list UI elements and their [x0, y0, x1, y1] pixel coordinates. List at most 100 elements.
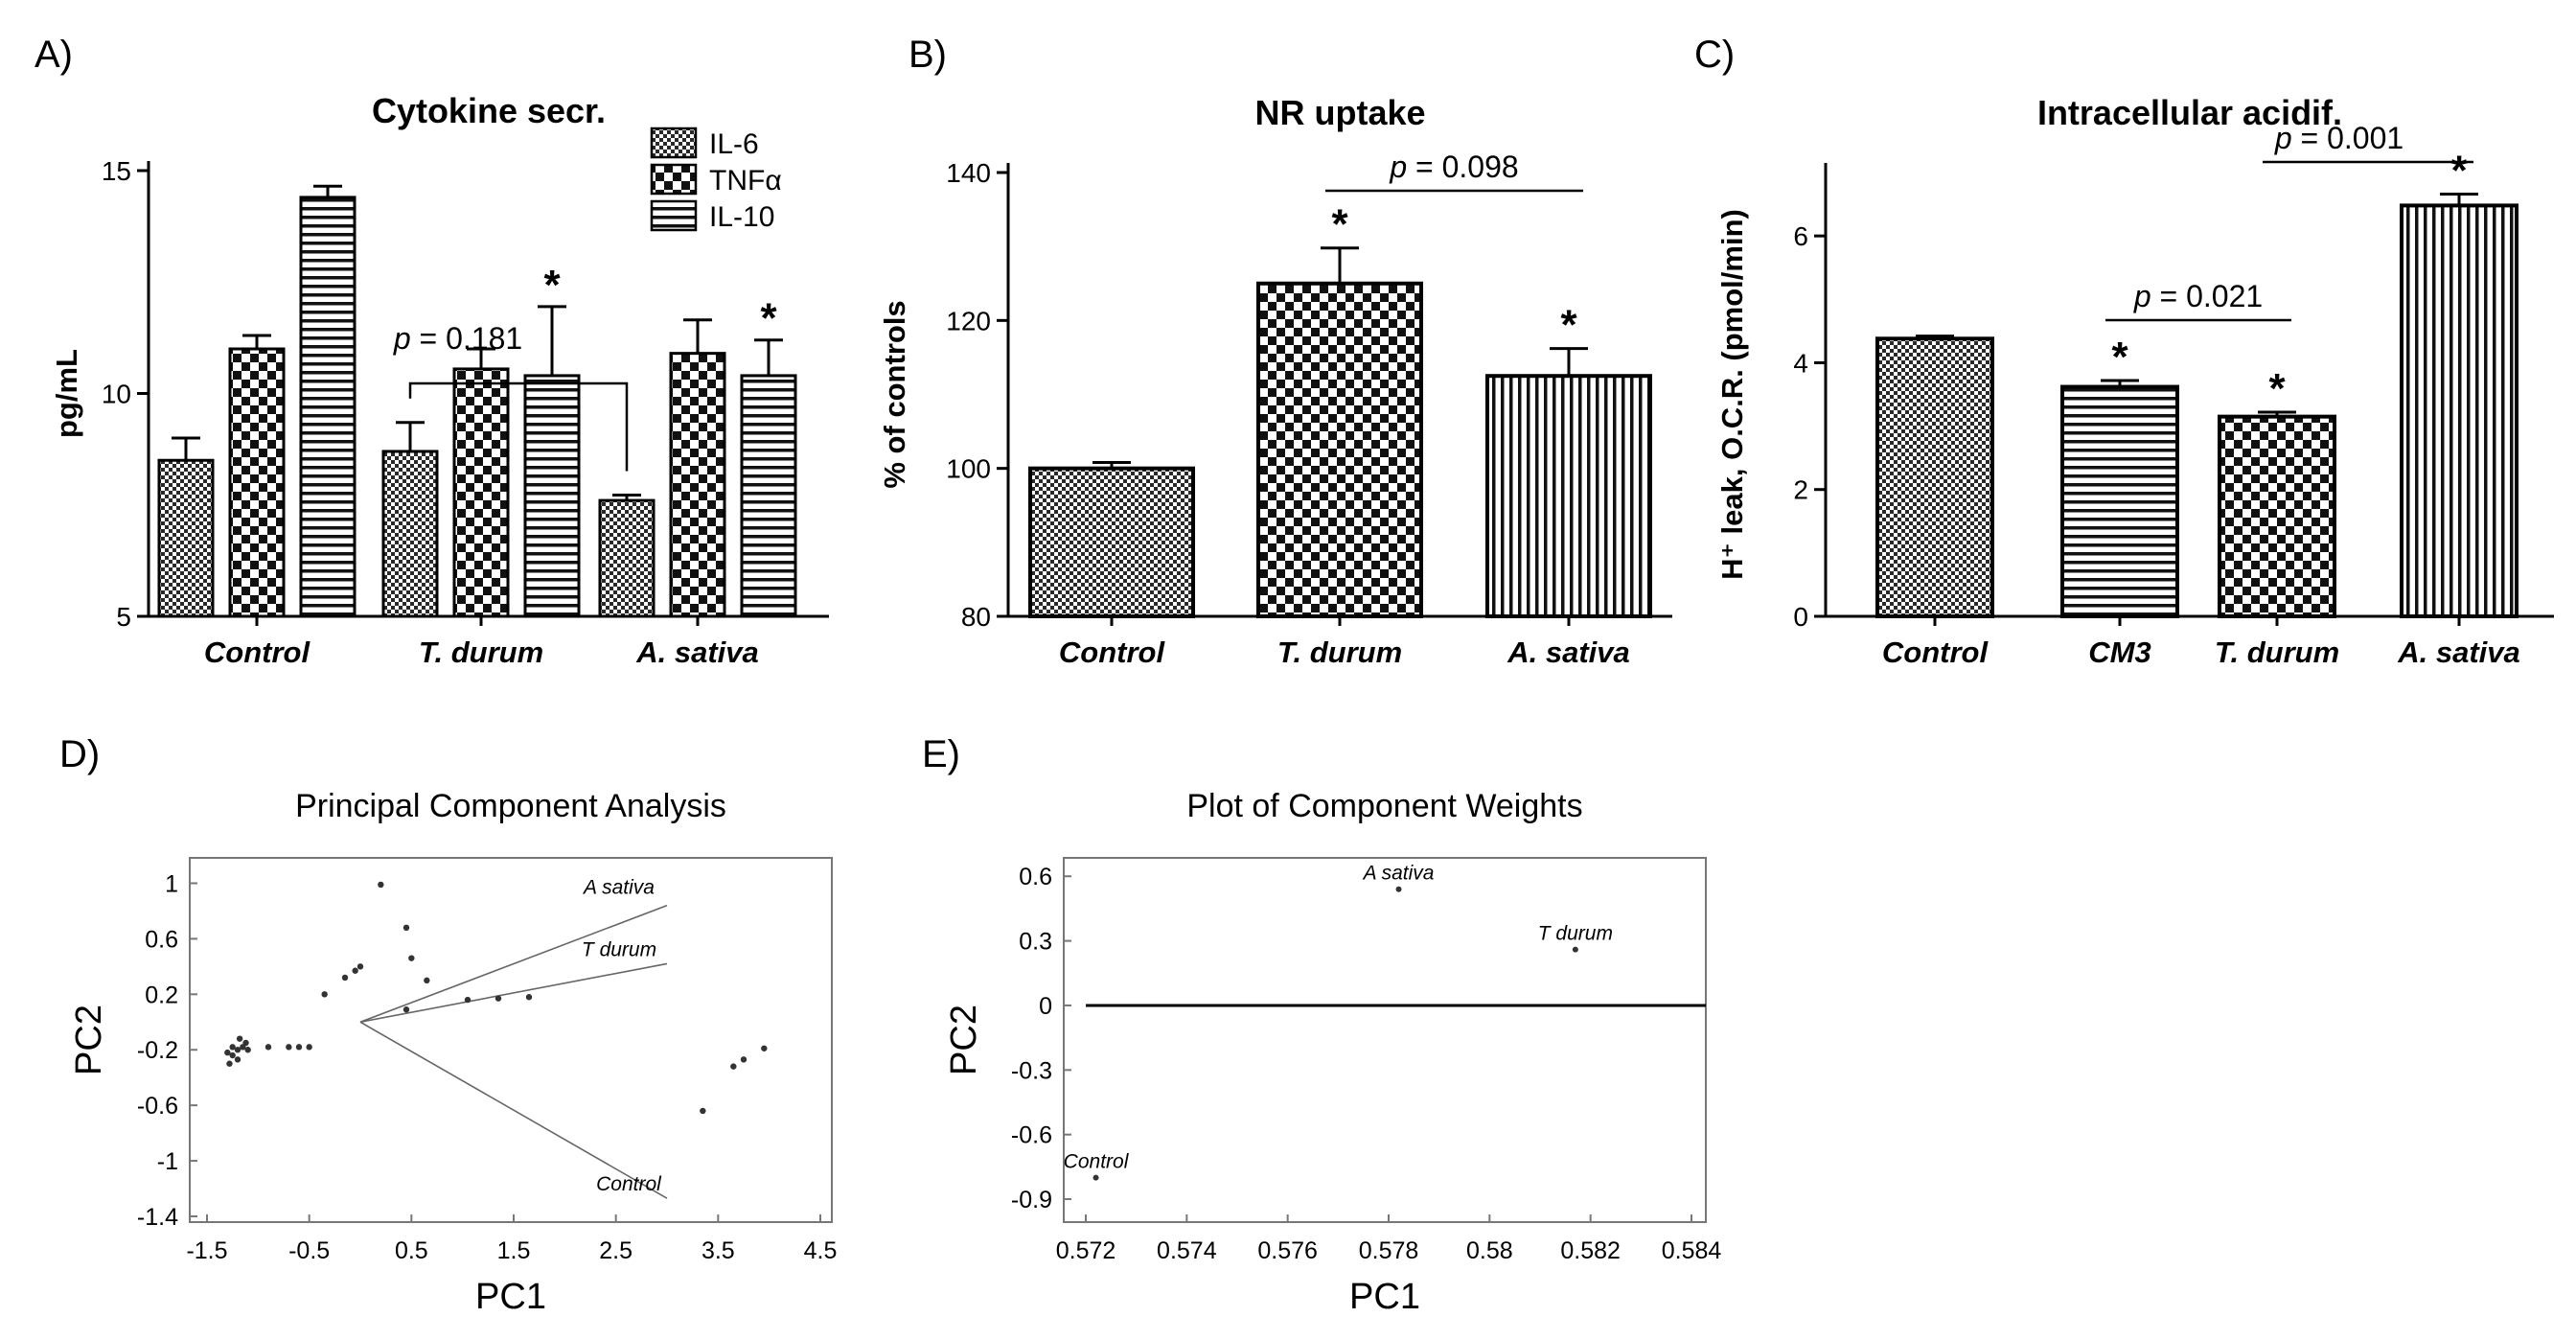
panel-label-d: D)	[59, 733, 100, 775]
x-tick-label: 0.576	[1257, 1237, 1318, 1264]
data-point	[730, 1063, 737, 1070]
significance-star: *	[2111, 334, 2128, 381]
bar	[381, 450, 439, 618]
panel-label-a: A)	[34, 34, 73, 76]
legend-swatch	[650, 199, 698, 232]
x-tick-label: 0.5	[395, 1237, 428, 1264]
data-point	[1092, 1174, 1099, 1181]
bar	[157, 458, 215, 618]
data-point	[234, 1056, 242, 1063]
x-category-label: T. durum	[419, 635, 543, 669]
chart-intracellular-acidification: 0 2 4 6 Intracellular acidif. H⁺ leak, O.C.R.…	[1715, 93, 2554, 669]
vector-label: A sativa	[582, 877, 655, 899]
y-tick-label: 5	[116, 602, 131, 632]
significance-star: *	[2268, 365, 2286, 412]
p-value-label: p = 0.181	[393, 321, 522, 356]
y-axis-label: PC2	[944, 1005, 984, 1075]
y-tick-label: 0	[1039, 993, 1052, 1020]
x-axis-label: PC1	[475, 1277, 546, 1317]
legend-swatch	[650, 127, 698, 159]
chart-title: NR uptake	[1254, 93, 1425, 132]
bar	[2218, 414, 2336, 618]
y-tick-label: 0.2	[145, 982, 178, 1008]
y-axis-label: % of controls	[878, 300, 911, 488]
data-point	[234, 1047, 242, 1053]
data-point	[286, 1044, 292, 1051]
legend-label: IL-6	[709, 128, 759, 160]
chart-component-weights: Plot of Component Weights 0.572 0.574 0.576…	[944, 788, 1721, 1317]
significance-star: *	[1331, 201, 1348, 248]
bar	[299, 196, 356, 618]
x-category-label: Control	[1882, 635, 1990, 669]
chart-nr-uptake: 80 100 120 140 NR uptake % of controls Control…	[878, 93, 1672, 669]
x-axis-label: PC1	[1349, 1277, 1420, 1317]
x-tick-label: 4.5	[804, 1237, 838, 1264]
x-category-label: CM3	[2088, 635, 2150, 669]
x-tick-label: 0.578	[1359, 1237, 1419, 1264]
bar	[669, 352, 726, 618]
y-tick-label: -0.3	[1011, 1057, 1052, 1084]
legend-label: IL-10	[709, 201, 774, 233]
y-tick-label: 10	[102, 380, 131, 409]
data-point	[402, 924, 410, 932]
data-point	[295, 1044, 303, 1051]
y-tick-label: 0	[1793, 602, 1808, 632]
data-point	[352, 967, 358, 974]
data-point	[1572, 946, 1578, 953]
chart-title: Cytokine secr.	[372, 91, 606, 130]
legend-swatch	[650, 163, 698, 196]
y-tick-label: -1	[157, 1148, 178, 1175]
significance-star: *	[543, 262, 561, 309]
data-point	[306, 1044, 312, 1051]
bar	[452, 367, 510, 618]
y-tick-label: 140	[946, 158, 991, 188]
x-tick-label: 1.5	[497, 1237, 531, 1264]
bar	[1875, 336, 1994, 618]
x-tick-label: 0.574	[1157, 1237, 1217, 1264]
bar	[1485, 374, 1652, 619]
point-label: A sativa	[1362, 863, 1435, 885]
y-tick-label: 100	[946, 454, 991, 484]
y-tick-label: 2	[1793, 475, 1808, 505]
significance-star: *	[760, 295, 777, 342]
data-point	[356, 963, 364, 970]
data-point	[525, 994, 533, 1001]
x-tick-label: 0.58	[1466, 1237, 1513, 1264]
data-point	[464, 996, 472, 1004]
loading-vector	[359, 962, 668, 1024]
chart-pca: Principal Component Analysis -1.5 -0.5 0.5 1…	[69, 788, 837, 1317]
y-tick-label: 6	[1793, 221, 1808, 251]
point-label: T durum	[1538, 923, 1613, 945]
data-point	[226, 1060, 233, 1067]
y-axis-label: pg/mL	[50, 349, 83, 438]
y-axis-label: H⁺ leak, O.C.R. (pmol/min)	[1715, 209, 1749, 580]
point-label: Control	[1064, 1151, 1130, 1173]
bar	[523, 374, 581, 618]
data-point	[761, 1045, 768, 1051]
bar	[2400, 203, 2518, 618]
data-point	[236, 1035, 243, 1042]
x-category-label: Control	[204, 635, 311, 669]
y-tick-label: -0.9	[1011, 1187, 1052, 1213]
y-tick-label: 1	[165, 870, 178, 897]
vector-label: T durum	[582, 938, 656, 960]
x-category-label: A. sativa	[1506, 635, 1630, 669]
x-tick-label: 3.5	[702, 1237, 735, 1264]
y-tick-label: 4	[1793, 348, 1808, 378]
data-point	[494, 995, 502, 1002]
bar	[740, 374, 797, 618]
vector-label: Control	[596, 1173, 662, 1195]
y-tick-label: -1.4	[137, 1204, 178, 1231]
data-point	[740, 1056, 748, 1063]
bar	[1028, 466, 1195, 618]
panel-label-c: C)	[1694, 34, 1735, 76]
data-point	[229, 1044, 236, 1051]
y-tick-label: -0.2	[137, 1037, 178, 1064]
significance-bracket	[408, 381, 629, 472]
data-point	[408, 955, 415, 961]
x-tick-label: 2.5	[599, 1237, 632, 1264]
y-tick-label: 15	[102, 156, 131, 186]
data-point	[264, 1044, 272, 1051]
significance-star: *	[2450, 147, 2468, 194]
